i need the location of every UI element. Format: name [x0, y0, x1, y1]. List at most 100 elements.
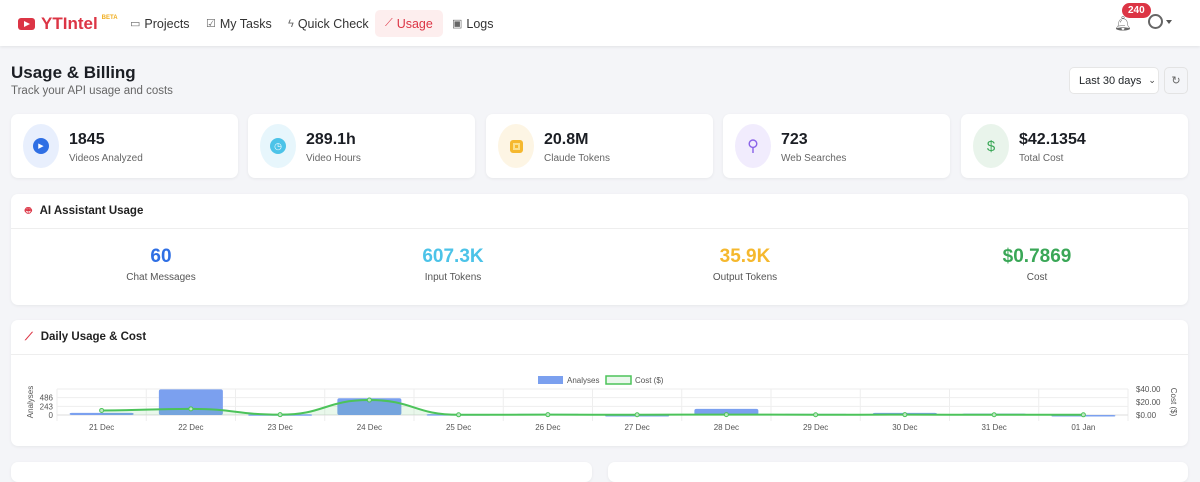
- cost-point: [723, 412, 729, 418]
- y2-axis-title: Cost ($): [1169, 388, 1178, 417]
- cost-point: [991, 412, 997, 418]
- ai-stat-value: $0.7869: [1002, 246, 1072, 267]
- caret-down-icon[interactable]: [1166, 20, 1172, 24]
- stat-label: Videos Analyzed: [69, 153, 143, 164]
- y-axis-title: Analyses: [26, 386, 35, 418]
- bar-analyses: [694, 408, 759, 415]
- stat-card-hours: ◷ 289.1h Video Hours: [248, 114, 475, 178]
- date-range-select[interactable]: Last 30 days ⌄: [1069, 67, 1159, 94]
- stat-label: Claude Tokens: [544, 153, 610, 164]
- cost-point: [188, 406, 194, 412]
- nav-quick-check[interactable]: ϟ Quick Check: [278, 10, 379, 37]
- stat-value: 1845: [69, 131, 105, 148]
- cost-point: [456, 412, 462, 418]
- search-icon: ⚲: [735, 124, 771, 168]
- daily-usage-card: ⟋ Daily Usage & Cost 486 243 0 $40.00 $20.00 $…: [11, 320, 1188, 446]
- stat-card-searches: ⚲ 723 Web Searches: [723, 114, 950, 178]
- page-subtitle: Track your API usage and costs: [11, 85, 173, 97]
- x-tick-label: 30 Dec: [892, 423, 917, 432]
- notification-badge: 240: [1122, 3, 1151, 18]
- y2-tick-label: $0.00: [1136, 411, 1157, 420]
- ai-usage-header: 🤖︎ AI Assistant Usage: [11, 194, 1188, 229]
- x-tick-label: 24 Dec: [357, 423, 382, 432]
- bottom-left-card: [11, 462, 592, 482]
- stat-value: 723: [781, 131, 808, 148]
- nav-my-tasks[interactable]: ☑ My Tasks: [196, 10, 282, 37]
- section-title: Daily Usage & Cost: [40, 331, 147, 343]
- bottom-right-card: [608, 462, 1188, 482]
- robot-icon: 🤖︎: [25, 204, 32, 217]
- clock-icon: ◷: [260, 124, 296, 168]
- x-tick-label: 01 Jan: [1071, 423, 1095, 432]
- ai-stat-label: Output Tokens: [712, 272, 778, 283]
- nav-logs[interactable]: ▣ Logs: [442, 10, 504, 37]
- nav-label: Usage: [396, 16, 433, 31]
- ai-stat-input-tokens: 607.3K Input Tokens: [353, 246, 553, 283]
- youtube-icon: [18, 18, 35, 30]
- cost-point: [99, 407, 105, 413]
- terminal-icon: ▣: [452, 18, 463, 30]
- legend-label-analyses: Analyses: [567, 376, 599, 385]
- cost-point: [813, 412, 819, 418]
- ai-stat-value: 607.3K: [422, 246, 484, 267]
- stat-card-tokens: 20.8M Claude Tokens: [486, 114, 713, 178]
- nav-projects[interactable]: ▭ Projects: [120, 10, 200, 37]
- brand-logo[interactable]: YTIntel BETA: [18, 14, 118, 34]
- bar-analyses: [337, 398, 402, 415]
- ai-stat-value: 35.9K: [719, 246, 771, 267]
- ai-stat-messages: 60 Chat Messages: [61, 246, 261, 283]
- y-tick-label: 243: [40, 402, 54, 411]
- lightning-icon: ϟ: [288, 17, 294, 30]
- x-tick-label: 22 Dec: [178, 423, 203, 432]
- ai-stat-label: Input Tokens: [424, 272, 482, 283]
- cost-point: [902, 412, 908, 418]
- y2-tick-label: $20.00: [1136, 398, 1161, 407]
- play-icon: ▶: [23, 124, 59, 168]
- x-tick-label: 27 Dec: [624, 423, 649, 432]
- cost-area: [101, 400, 1084, 415]
- x-tick-label: 28 Dec: [714, 423, 739, 432]
- ai-stat-value: 60: [150, 246, 172, 267]
- nav-label: Projects: [144, 16, 190, 31]
- stat-value: $42.1354: [1019, 131, 1086, 148]
- section-title: AI Assistant Usage: [39, 205, 144, 217]
- stat-label: Total Cost: [1019, 153, 1064, 164]
- stat-label: Video Hours: [306, 153, 361, 164]
- stat-label: Web Searches: [781, 153, 847, 164]
- beta-badge: BETA: [101, 15, 118, 21]
- legend-swatch-cost: [605, 375, 632, 385]
- ai-usage-card: 🤖︎ AI Assistant Usage 60 Chat Messages 607…: [11, 194, 1188, 305]
- refresh-button[interactable]: ↻: [1164, 67, 1188, 94]
- daily-usage-header: ⟋ Daily Usage & Cost: [11, 320, 1188, 355]
- date-range-value: Last 30 days: [1079, 74, 1142, 87]
- chart-line-icon: ⟋: [25, 330, 33, 343]
- nav-label: Quick Check: [297, 16, 369, 31]
- nav-usage[interactable]: ⟋ Usage: [375, 10, 443, 37]
- page-title: Usage & Billing: [11, 63, 136, 82]
- top-navbar: YTIntel BETA ▭ Projects ☑ My Tasks ϟ Quick C…: [0, 0, 1200, 46]
- cost-point: [277, 412, 283, 418]
- brand-name: YTIntel: [41, 14, 98, 33]
- cost-point: [366, 397, 372, 403]
- chevron-down-icon: ⌄: [1148, 75, 1156, 85]
- y-tick-label: 0: [49, 411, 54, 420]
- bell-icon[interactable]: 🔔︎: [1114, 15, 1132, 31]
- x-tick-label: 25 Dec: [446, 423, 471, 432]
- cost-point: [545, 412, 551, 418]
- ai-stat-label: Cost: [1026, 272, 1048, 283]
- bar-analyses: [69, 412, 134, 415]
- nav-label: My Tasks: [219, 16, 272, 31]
- x-tick-label: 21 Dec: [89, 423, 114, 432]
- stat-card-videos: ▶ 1845 Videos Analyzed: [11, 114, 238, 178]
- stat-value: 20.8M: [544, 131, 589, 148]
- folder-icon: ▭: [130, 18, 141, 30]
- cost-line: [101, 399, 1084, 416]
- user-avatar-icon[interactable]: [1148, 14, 1163, 29]
- x-tick-label: 26 Dec: [535, 423, 560, 432]
- nav-label: Logs: [466, 16, 494, 31]
- ai-stat-label: Chat Messages: [126, 272, 196, 283]
- y2-tick-label: $40.00: [1136, 385, 1161, 394]
- chip-icon: [498, 124, 534, 168]
- x-tick-label: 23 Dec: [267, 423, 292, 432]
